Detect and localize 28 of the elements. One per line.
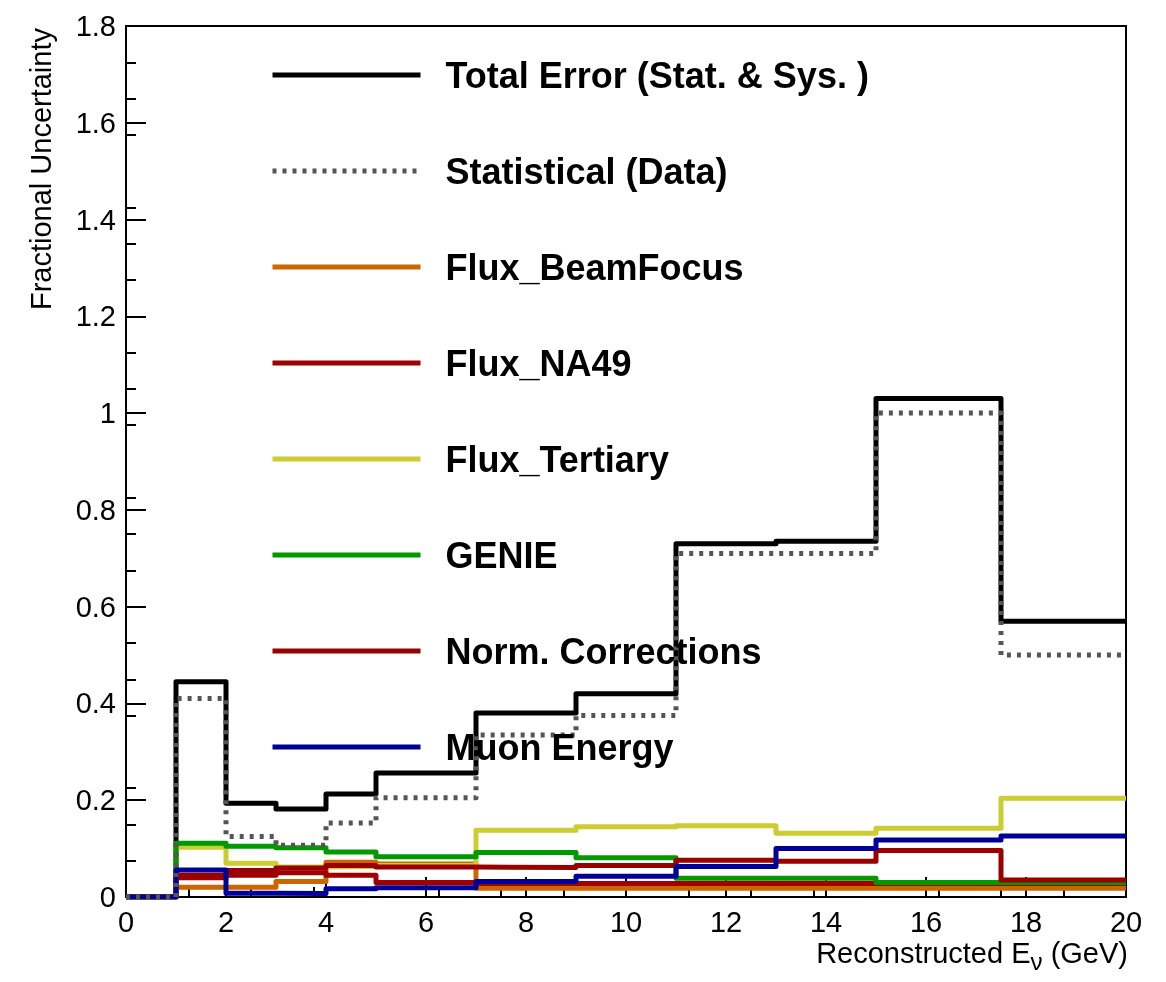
legend-label: Flux_Tertiary: [445, 438, 669, 480]
y-tick-label: 1.6: [75, 106, 116, 139]
y-tick-label: 0.4: [75, 687, 116, 720]
y-tick-label: 0.6: [75, 590, 116, 623]
y-tick-label: 1.8: [75, 10, 116, 42]
x-tick-label: 10: [609, 905, 643, 938]
x-tick-label: 20: [1109, 905, 1143, 938]
legend-label: GENIE: [445, 534, 558, 576]
x-axis-title: Reconstructed E$_{ν}$ (GeV): [816, 936, 1128, 977]
x-tick-label: 2: [217, 905, 235, 938]
legend-label: Total Error (Stat. & Sys. ): [445, 54, 869, 96]
x-tick-label: 8: [517, 905, 535, 938]
x-tick-label: 16: [909, 905, 943, 938]
legend-label: Flux_BeamFocus: [445, 246, 744, 288]
y-tick-label: 0: [99, 881, 116, 913]
legend-label: Statistical (Data): [445, 150, 728, 192]
x-tick-label: 12: [709, 905, 743, 938]
y-tick-label: 0.8: [75, 493, 116, 526]
legend-label: Flux_NA49: [445, 342, 632, 384]
x-tick-label: 6: [417, 905, 435, 938]
x-tick-label: 14: [809, 905, 843, 938]
x-tick-label: 4: [317, 905, 335, 938]
y-tick-label: 0.2: [75, 784, 116, 817]
y-tick-label: 1.2: [75, 300, 116, 333]
y-axis-title: Fractional Uncertainty: [24, 28, 58, 311]
y-tick-label: 1.4: [75, 203, 116, 236]
y-tick-label: 1: [99, 397, 116, 430]
x-tick-label: 18: [1009, 905, 1043, 938]
